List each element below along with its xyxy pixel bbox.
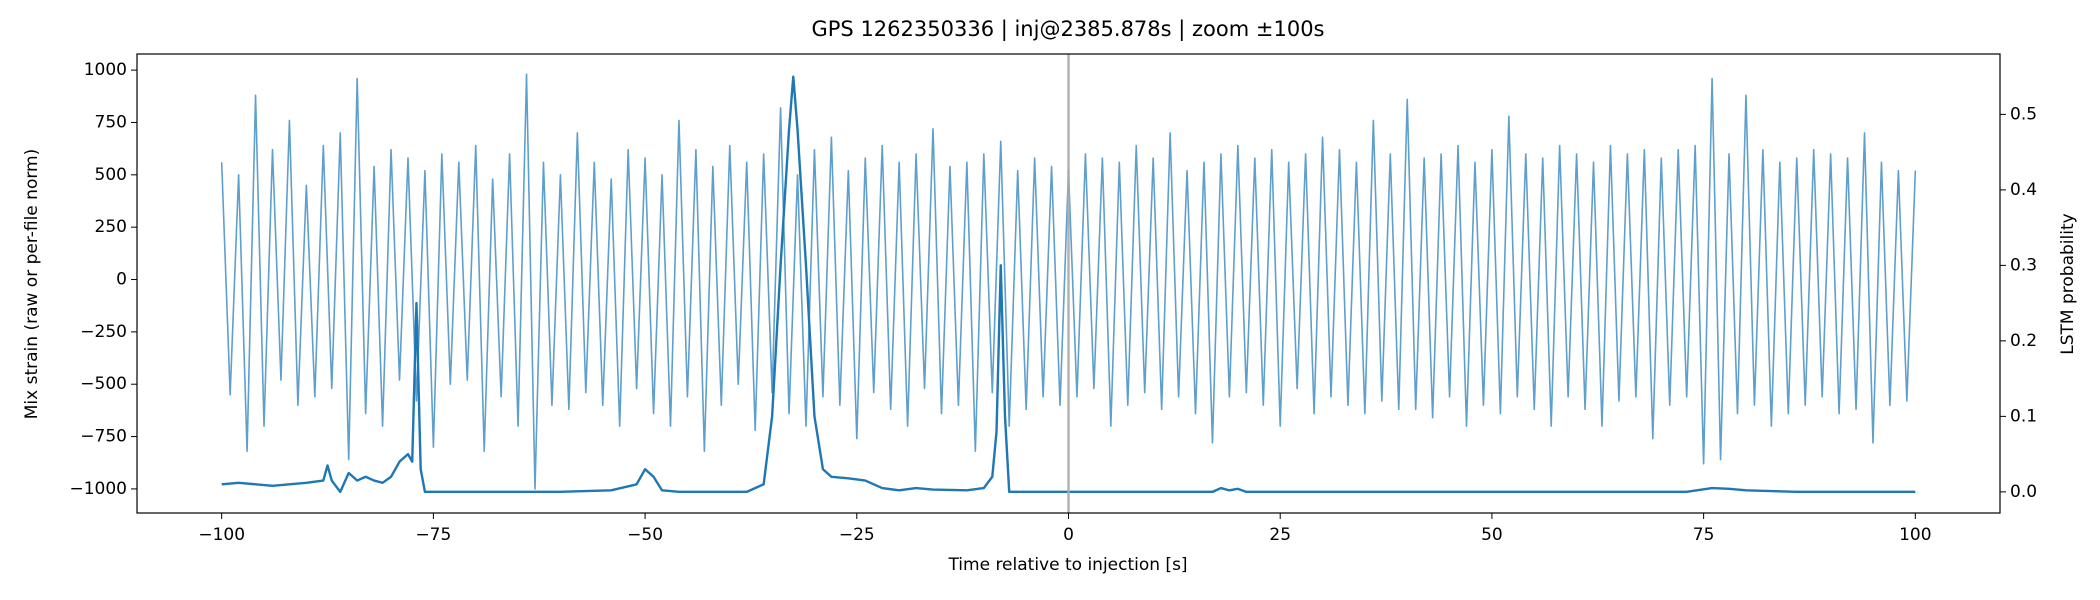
x-tick-label: −75	[415, 525, 451, 545]
y2-tick-label: 0.4	[2010, 180, 2037, 200]
y-tick-label: −1000	[69, 479, 127, 499]
y2-tick-label: 0.5	[2010, 104, 2037, 124]
x-tick-label: −50	[627, 525, 663, 545]
y2-tick-label: 0.1	[2010, 406, 2037, 426]
probability-line	[221, 75, 1916, 494]
x-tick-label: 100	[1899, 525, 1931, 545]
chart-title: GPS 1262350336 | inj@2385.878s | zoom ±1…	[812, 17, 1325, 42]
y-tick-label: 1000	[84, 60, 127, 80]
y-tick-label: −750	[80, 427, 127, 447]
x-tick-label: 75	[1693, 525, 1715, 545]
x-tick-label: −25	[839, 525, 875, 545]
y-tick-label: 250	[95, 217, 127, 237]
y2-tick-label: 0.3	[2010, 255, 2037, 275]
x-tick-label: 25	[1269, 525, 1291, 545]
x-axis-label: Time relative to injection [s]	[947, 555, 1187, 575]
y-tick-label: 500	[95, 165, 127, 185]
y-axis-label: Mix strain (raw or per-file norm)	[22, 149, 42, 419]
x-tick-label: 50	[1481, 525, 1503, 545]
y2-axis-label: LSTM probability	[2058, 213, 2078, 354]
y2-tick-label: 0.0	[2010, 482, 2037, 502]
plot-frame	[136, 53, 2001, 514]
y-tick-label: 0	[116, 270, 127, 290]
x-tick-label: −100	[198, 525, 245, 545]
y2-tick-label: 0.2	[2010, 331, 2037, 351]
x-tick-label: 0	[1063, 525, 1074, 545]
y-tick-label: −250	[80, 322, 127, 342]
y-tick-label: −500	[80, 374, 127, 394]
y-tick-label: 750	[95, 112, 127, 132]
